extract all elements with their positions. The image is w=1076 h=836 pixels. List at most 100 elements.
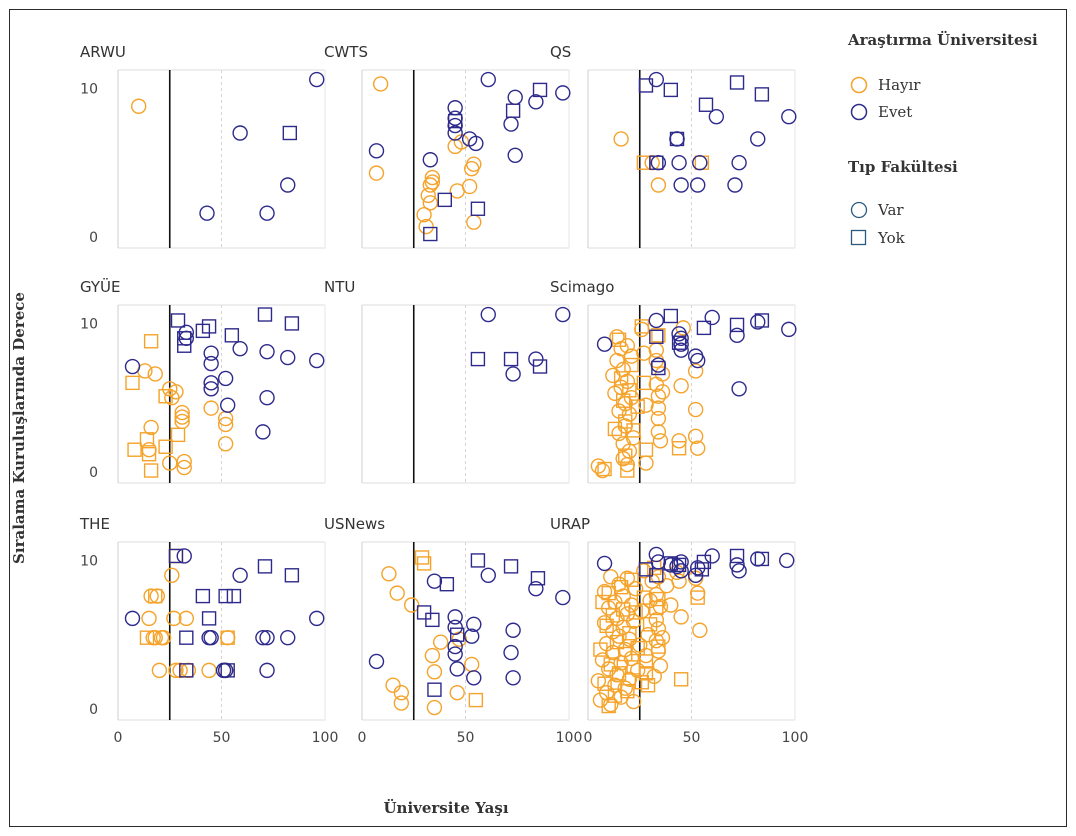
x-tick-label: 50: [213, 730, 231, 746]
data-point-circle: [176, 453, 192, 470]
panel-scimago: Scimago: [550, 278, 797, 484]
data-point-circle: [422, 177, 439, 193]
data-point-circle: [644, 155, 660, 171]
data-point-square: [638, 666, 654, 681]
data-point-square: [143, 334, 159, 349]
data-point-square: [170, 427, 186, 443]
data-point-square: [257, 307, 273, 322]
data-point-square: [622, 626, 637, 641]
data-point-circle: [217, 436, 234, 452]
legend-var-swatch: [850, 201, 868, 219]
data-point-circle: [130, 98, 147, 114]
data-point-square: [620, 683, 635, 699]
data-point-circle: [636, 563, 652, 579]
data-point-circle: [692, 155, 708, 171]
legend-evet-swatch: [850, 103, 868, 121]
y-tick-label: 0: [89, 465, 98, 481]
data-point-square: [503, 351, 519, 367]
data-point-circle: [422, 195, 439, 211]
data-point-circle: [381, 566, 397, 582]
data-point-circle: [426, 573, 443, 589]
data-point-circle: [687, 428, 704, 445]
data-point-circle: [151, 662, 168, 679]
data-point-square: [624, 572, 639, 587]
data-point-square: [618, 414, 633, 429]
data-point-circle: [203, 345, 219, 361]
legend-color-title: Araştırma Üniversitesi: [847, 30, 1038, 49]
data-point-square: [669, 131, 685, 147]
data-point-square: [698, 97, 714, 112]
data-point-circle: [673, 554, 689, 570]
data-point-circle: [634, 321, 650, 338]
legend-var-label: Var: [877, 201, 904, 219]
data-point-circle: [416, 207, 432, 223]
data-point-square: [168, 548, 184, 564]
data-point-square: [170, 313, 186, 328]
data-point-circle: [652, 598, 669, 615]
legend-shape-title: Tıp Fakültesi: [848, 158, 958, 176]
data-point-square: [177, 331, 192, 346]
data-point-circle: [650, 388, 667, 404]
data-point-circle: [623, 597, 640, 613]
panel-gye: GYÜE 0 10: [80, 277, 326, 484]
data-point-square: [651, 328, 666, 343]
data-point-circle: [690, 585, 706, 601]
data-point-circle: [638, 397, 654, 413]
data-point-circle: [447, 125, 463, 141]
data-point-circle: [424, 174, 441, 190]
data-point-square: [195, 588, 211, 604]
data-point-circle: [507, 89, 523, 106]
data-point-square: [226, 588, 242, 604]
data-point-square: [628, 605, 643, 620]
data-point-circle: [280, 177, 296, 193]
data-point-square: [470, 201, 486, 216]
data-point-circle: [217, 370, 234, 387]
data-point-square: [671, 335, 687, 350]
data-point-square: [437, 192, 452, 208]
data-point-circle: [603, 696, 619, 713]
panel-title: Scimago: [550, 278, 614, 296]
data-point-circle: [178, 610, 195, 627]
data-point-square: [642, 617, 658, 632]
y-tick-label: 10: [80, 553, 98, 569]
data-point-circle: [671, 433, 687, 449]
panel-title: THE: [79, 515, 110, 533]
data-point-circle: [220, 629, 236, 646]
panel-title: ARWU: [80, 43, 126, 61]
data-point-circle: [596, 336, 613, 352]
data-point-circle: [385, 677, 401, 693]
data-point-square: [638, 654, 654, 669]
data-point-circle: [528, 94, 544, 110]
data-point-circle: [555, 85, 571, 101]
data-point-square: [620, 463, 635, 478]
y-tick-label: 10: [80, 81, 98, 97]
data-point-circle: [309, 71, 325, 88]
data-point-circle: [203, 629, 219, 646]
data-point-circle: [617, 680, 633, 696]
data-point-square: [447, 113, 463, 129]
data-point-circle: [652, 658, 669, 674]
data-point-circle: [594, 462, 611, 479]
data-point-square: [143, 463, 159, 478]
data-point-circle: [232, 567, 248, 583]
data-point-circle: [654, 629, 671, 646]
data-point-square: [671, 557, 687, 573]
data-point-circle: [143, 588, 159, 604]
data-point-circle: [673, 342, 689, 358]
data-point-square: [624, 357, 639, 373]
data-point-circle: [781, 321, 797, 338]
data-point-circle: [671, 573, 687, 589]
data-point-square: [125, 375, 140, 391]
data-point-square: [470, 553, 486, 568]
data-point-circle: [729, 327, 745, 344]
data-point-square: [505, 103, 521, 118]
panel-title: CWTS: [324, 43, 368, 61]
data-point-square: [168, 548, 184, 564]
data-point-circle: [638, 455, 654, 471]
data-point-circle: [466, 214, 482, 230]
data-point-square: [201, 319, 217, 334]
data-point-circle: [176, 548, 192, 564]
data-point-square: [754, 551, 770, 567]
panel-arwu: ARWU 0 10: [80, 43, 326, 249]
